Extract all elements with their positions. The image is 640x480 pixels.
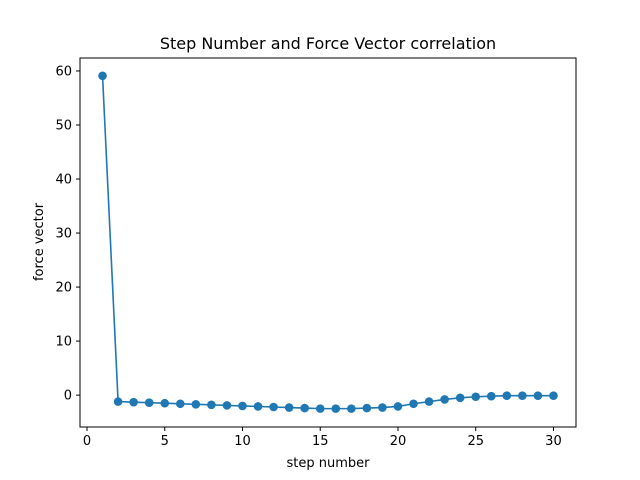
data-point [144,398,154,407]
x-tick-label: 15 [312,434,329,449]
data-point [533,391,543,400]
data-point [222,401,232,410]
data-point [315,404,325,413]
data-point [471,392,481,402]
y-tick-label: 0 [64,389,72,404]
x-tick-label: 20 [390,434,407,449]
data-point [129,397,138,407]
data-point [175,399,185,409]
x-tick-label: 5 [161,434,169,449]
data-point [284,403,294,412]
x-tick-label: 30 [545,434,562,449]
data-point [502,391,512,400]
data-point [238,401,247,411]
y-tick-label: 20 [55,281,72,296]
chart-title: Step Number and Force Vector correlation [160,34,496,53]
data-point [347,404,356,413]
x-axis: 0 5 10 15 20 25 30 [83,427,562,449]
data-point [191,400,201,409]
data-point [253,402,263,411]
series-line [101,75,554,410]
x-tick-label: 10 [234,434,251,449]
y-tick-label: 50 [55,118,72,133]
x-tick-label: 25 [467,434,484,449]
data-point [362,403,372,413]
y-tick-label: 40 [55,173,72,188]
data-point [455,393,465,403]
data-point [331,404,341,413]
plot-frame [79,57,577,428]
data-point [518,391,527,400]
y-axis: 0 10 20 30 40 50 60 [55,64,80,404]
data-point [549,391,558,400]
data-point [269,402,278,412]
data-point [486,391,496,401]
data-point [300,403,309,413]
y-axis-label: force vector [32,202,47,281]
x-tick-label: 0 [83,434,91,449]
y-tick-label: 60 [55,64,72,79]
data-point [393,402,403,411]
y-tick-label: 30 [55,227,72,242]
series-force-vector [98,71,558,413]
data-point [409,399,418,409]
y-tick-label: 10 [55,335,72,350]
x-axis-label: step number [287,456,371,471]
data-point [378,403,387,412]
data-point [113,397,123,406]
data-point [160,398,170,408]
data-point [98,71,107,81]
data-point [440,395,449,404]
data-point [424,397,434,406]
data-point [207,400,216,410]
